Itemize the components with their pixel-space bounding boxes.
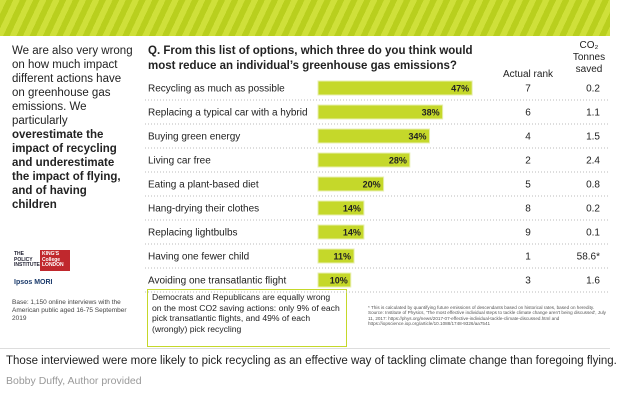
bar-label: 38% <box>422 107 440 117</box>
co2-cell: 1.5 <box>586 132 600 143</box>
bar <box>317 248 355 264</box>
co2-cell: 1.1 <box>586 108 600 119</box>
category-label: Avoiding one transatlantic flight <box>148 276 286 287</box>
rank-cell: 8 <box>525 204 531 215</box>
bar <box>317 200 365 216</box>
logo: KING'S College LONDON <box>40 250 70 271</box>
rank-cell: 5 <box>525 180 531 191</box>
bar <box>317 80 473 96</box>
bar <box>317 104 444 120</box>
header-line: saved <box>575 64 603 75</box>
rank-cell: 7 <box>525 84 531 95</box>
rank-cell: 3 <box>525 276 531 287</box>
bar-label: 10% <box>330 275 348 285</box>
category-label: Recycling as much as possible <box>148 84 285 95</box>
rank-cell: 6 <box>525 108 531 119</box>
bar <box>317 224 365 240</box>
logo: Ipsos MORI <box>14 279 53 286</box>
footnote: * This is calculated by quantifying futu… <box>368 305 606 326</box>
bar <box>317 128 431 144</box>
chart-title: Q. From this list of options, which thre… <box>148 45 473 72</box>
bar <box>317 152 411 168</box>
co2-cell: 0.8 <box>586 180 600 191</box>
category-label: Eating a plant-based diet <box>148 180 259 191</box>
category-label: Having one fewer child <box>148 252 249 263</box>
left-text-bold: overestimate the impact of recycling and… <box>12 129 121 211</box>
bar-label: 28% <box>389 155 407 165</box>
base-note: Base: 1,150 online interviews with the A… <box>12 299 127 322</box>
left-text: We are also very wrong on how much impac… <box>12 44 134 212</box>
bar <box>317 272 352 288</box>
bar <box>317 176 385 192</box>
rank-cell: 1 <box>525 252 531 263</box>
category-label: Living car free <box>148 156 211 167</box>
slide <box>0 36 610 349</box>
co2-cell: 58.6* <box>577 252 600 263</box>
header-line: CO₂ <box>579 40 599 51</box>
bar-label: 34% <box>409 131 427 141</box>
category-label: Replacing lightbulbs <box>148 228 238 239</box>
co2-cell: 2.4 <box>586 156 600 167</box>
bar-label: 14% <box>343 203 361 213</box>
banner <box>0 0 610 36</box>
column-header: Actual rank <box>502 69 554 80</box>
category-label: Buying green energy <box>148 132 240 143</box>
category-label: Hang-drying their clothes <box>148 204 259 215</box>
bar-label: 11% <box>334 251 352 261</box>
caption: Those interviewed were more likely to pi… <box>6 355 617 367</box>
category-label: Replacing a typical car with a hybrid <box>148 108 308 119</box>
logo: THE POLICY INSTITUTE <box>14 251 40 268</box>
co2-cell: 0.2 <box>586 204 600 215</box>
co2-cell: 0.1 <box>586 228 600 239</box>
column-header: CO₂ Tonnes saved <box>568 40 610 76</box>
rank-cell: 9 <box>525 228 531 239</box>
co2-cell: 0.2 <box>586 84 600 95</box>
credit: Bobby Duffy, Author provided <box>6 375 142 387</box>
rank-cell: 2 <box>525 156 531 167</box>
bar-label: 47% <box>451 83 469 93</box>
bar-label: 20% <box>363 179 381 189</box>
bar-label: 14% <box>343 227 361 237</box>
rank-cell: 4 <box>525 132 531 143</box>
callout: Democrats and Republicans are equally wr… <box>147 289 347 347</box>
left-text-normal: We are also very wrong on how much impac… <box>12 45 133 127</box>
header-line: Tonnes <box>572 52 606 63</box>
co2-cell: 1.6 <box>586 276 600 287</box>
